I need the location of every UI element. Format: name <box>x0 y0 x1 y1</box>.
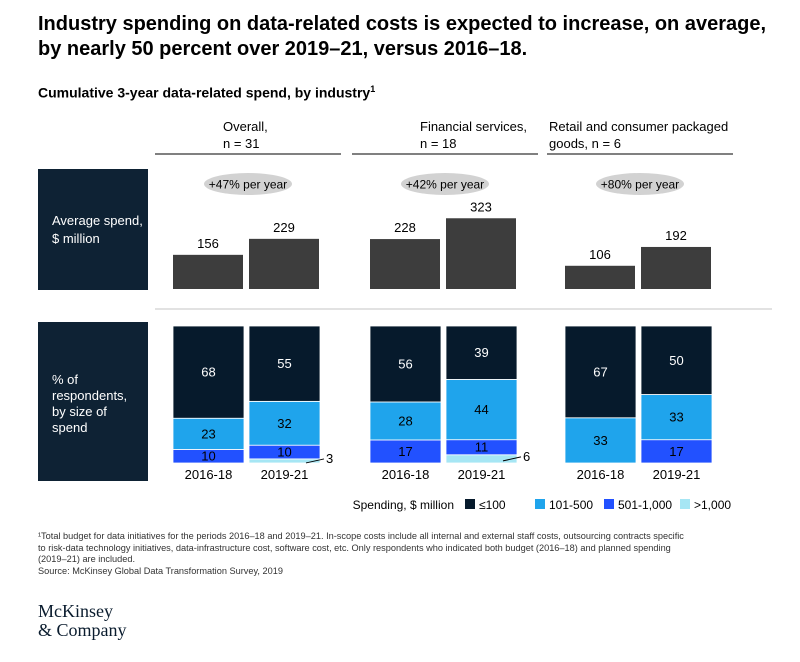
average-spend-panel <box>38 169 148 290</box>
stacked-bar-period-label: 2016-18 <box>382 467 430 482</box>
growth-annotation-pill <box>401 173 489 195</box>
subtitle-footnote-marker: 1 <box>370 84 376 94</box>
stacked-segment-value: 11 <box>475 440 489 455</box>
growth-annotation-pill <box>204 173 292 195</box>
respondents-row-label: spend <box>52 420 87 435</box>
growth-annotation: +80% per year <box>601 178 679 192</box>
respondents-row-label: by size of <box>52 404 107 419</box>
group-header: n = 18 <box>420 136 457 151</box>
stacked-segment-value: 67 <box>593 364 607 379</box>
stacked-segment-callout <box>502 456 522 462</box>
footnote-line-3: (2019–21) are included. <box>38 554 136 564</box>
industry-spend-chart: Average spend, $ million % ofrespondents,b… <box>38 119 772 512</box>
stacked-segment <box>172 417 245 450</box>
stacked-segment <box>172 325 245 419</box>
legend-label: ≤100 <box>479 498 506 512</box>
stacked-segment-value: 44 <box>474 402 488 417</box>
stacked-segment-value: 33 <box>593 433 607 448</box>
footnote: ¹Total budget for data initiatives for t… <box>38 531 758 577</box>
stacked-segment <box>640 394 713 441</box>
average-spend-value: 323 <box>470 199 492 214</box>
group-header: Financial services, <box>420 119 527 134</box>
stacked-segment <box>445 454 518 464</box>
mckinsey-logo: McKinsey & Company <box>38 602 127 640</box>
stacked-segment-value: 50 <box>669 353 683 368</box>
stacked-segment <box>564 325 637 419</box>
stacked-segment-value: 68 <box>201 365 215 380</box>
stacked-bar-period-label: 2016-18 <box>185 467 233 482</box>
footnote-line-2: to risk-data technology initiatives, dat… <box>38 542 671 553</box>
footnote-source: Source: McKinsey Global Data Transformat… <box>38 565 283 576</box>
stacked-segment <box>369 325 442 403</box>
logo-line-1: McKinsey <box>38 601 113 621</box>
stacked-segment <box>248 325 321 402</box>
average-spend-bar <box>641 246 711 289</box>
average-spend-bar <box>565 265 635 289</box>
respondents-panel <box>38 322 148 481</box>
stacked-segment-value: 33 <box>669 410 683 425</box>
stacked-bar-period-label: 2019-21 <box>458 467 506 482</box>
average-spend-row-label: Average spend, <box>52 213 143 228</box>
average-spend-row-label: $ million <box>52 231 100 246</box>
group-header: n = 31 <box>223 136 260 151</box>
stacked-segment-value: 32 <box>277 416 291 431</box>
stacked-bar-period-label: 2019-21 <box>261 467 309 482</box>
growth-annotation: +42% per year <box>406 178 484 192</box>
growth-annotation: +47% per year <box>209 178 287 192</box>
respondents-row-label: respondents, <box>52 388 127 403</box>
stacked-segment <box>445 325 518 380</box>
stacked-segment-callout <box>305 458 325 464</box>
legend-swatch <box>680 499 690 509</box>
stacked-segment-value: 6 <box>523 449 530 464</box>
stacked-segment <box>640 325 713 395</box>
logo-line-2: & Company <box>38 620 127 640</box>
legend-label: 501-1,000 <box>618 498 672 512</box>
average-spend-bar <box>446 218 516 289</box>
average-spend-bar <box>370 239 440 289</box>
average-spend-value: 192 <box>665 228 687 243</box>
stacked-segment <box>248 400 321 446</box>
footnote-line-1: ¹Total budget for data initiatives for t… <box>38 531 684 541</box>
stacked-segment-value: 28 <box>398 413 412 428</box>
average-spend-value: 156 <box>197 236 219 251</box>
legend-swatch <box>535 499 545 509</box>
group-header: goods, n = 6 <box>549 136 621 151</box>
stacked-segment-value: 55 <box>277 356 291 371</box>
stacked-segment-value: 56 <box>398 356 412 371</box>
stacked-segment <box>369 401 442 441</box>
stacked-segment-value: 17 <box>398 444 412 459</box>
stacked-segment-value: 23 <box>201 426 215 441</box>
respondents-row-label: % of <box>52 372 78 387</box>
legend-swatch <box>604 499 614 509</box>
legend-label: 101-500 <box>549 498 593 512</box>
subtitle-text: Cumulative 3-year data-related spend, by… <box>38 84 371 101</box>
chart-subtitle: Cumulative 3-year data-related spend, by… <box>38 84 375 101</box>
average-spend-value: 229 <box>273 220 295 235</box>
legend-title: Spending, $ million <box>353 498 454 512</box>
stacked-bar-period-label: 2016-18 <box>577 467 625 482</box>
chart-title: Industry spending on data-related costs … <box>38 13 766 60</box>
stacked-segment-value: 10 <box>201 449 215 464</box>
stacked-segment <box>445 379 518 441</box>
growth-annotation-pill <box>596 173 684 195</box>
stacked-segment-value: 10 <box>277 445 291 460</box>
group-header: Overall, <box>223 119 268 134</box>
stacked-segment-value: 17 <box>669 444 683 459</box>
legend-label: >1,000 <box>694 498 731 512</box>
average-spend-value: 106 <box>589 247 611 262</box>
stacked-segment-value: 3 <box>326 451 333 466</box>
stacked-bar-period-label: 2019-21 <box>653 467 701 482</box>
stacked-segment <box>564 417 637 464</box>
group-header: Retail and consumer packaged <box>549 119 728 134</box>
average-spend-value: 228 <box>394 220 416 235</box>
average-spend-bar <box>249 238 319 289</box>
legend-swatch <box>465 499 475 509</box>
average-spend-bar <box>173 254 243 289</box>
stacked-segment-value: 39 <box>474 345 488 360</box>
